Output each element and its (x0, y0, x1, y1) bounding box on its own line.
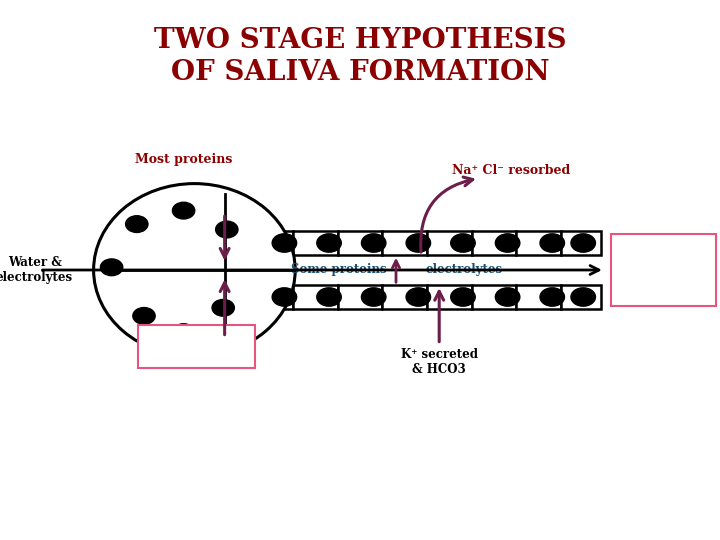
Circle shape (272, 288, 297, 306)
Bar (427, 285, 472, 309)
Bar (561, 231, 601, 255)
Circle shape (540, 234, 564, 252)
Circle shape (173, 323, 194, 341)
Bar (293, 285, 338, 309)
Circle shape (571, 288, 595, 306)
Bar (338, 231, 382, 255)
FancyBboxPatch shape (611, 234, 716, 306)
Circle shape (571, 234, 595, 252)
Circle shape (540, 288, 564, 306)
Bar (338, 285, 382, 309)
Bar (248, 285, 293, 309)
Bar (472, 231, 516, 255)
Circle shape (101, 259, 122, 275)
FancyBboxPatch shape (138, 325, 255, 368)
Text: TWO STAGE HYPOTHESIS: TWO STAGE HYPOTHESIS (154, 27, 566, 54)
Circle shape (451, 288, 475, 306)
Circle shape (406, 288, 431, 306)
Bar (382, 231, 427, 255)
Bar (382, 285, 427, 309)
Circle shape (216, 221, 238, 238)
Text: electrolytes: electrolytes (426, 264, 503, 276)
Ellipse shape (94, 184, 295, 356)
Text: Isotonic
primary saliva: Isotonic primary saliva (152, 335, 240, 359)
Circle shape (317, 234, 341, 252)
Bar (516, 231, 561, 255)
Circle shape (212, 299, 235, 316)
Bar (472, 285, 516, 309)
Text: Some proteins: Some proteins (291, 264, 386, 276)
Text: Water &
electrolytes: Water & electrolytes (0, 256, 73, 284)
Circle shape (495, 288, 520, 306)
Circle shape (361, 288, 386, 306)
Text: OF SALIVA FORMATION: OF SALIVA FORMATION (171, 59, 549, 86)
Bar (561, 285, 601, 309)
Circle shape (125, 215, 148, 232)
Circle shape (451, 234, 475, 252)
Circle shape (361, 234, 386, 252)
Text: Hypotonic
final saliva
into mouth: Hypotonic final saliva into mouth (631, 254, 696, 286)
Text: K⁺ secreted
& HCO3: K⁺ secreted & HCO3 (401, 348, 477, 376)
Bar (427, 231, 472, 255)
Circle shape (317, 288, 341, 306)
Circle shape (272, 234, 297, 252)
Circle shape (406, 234, 431, 252)
Circle shape (495, 234, 520, 252)
Circle shape (133, 307, 156, 324)
Circle shape (173, 202, 194, 219)
Text: Na⁺ Cl⁻ resorbed: Na⁺ Cl⁻ resorbed (452, 164, 570, 177)
Bar (248, 231, 293, 255)
Bar (293, 231, 338, 255)
Text: Most proteins: Most proteins (135, 153, 233, 166)
Bar (516, 285, 561, 309)
